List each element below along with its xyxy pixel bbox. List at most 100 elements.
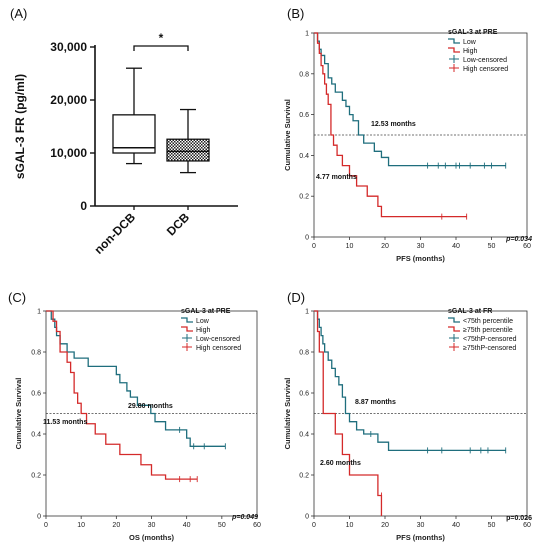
legend-entry: High censored (196, 345, 241, 352)
y-tick-label: 10,000 (50, 146, 87, 160)
legend: sGAL-3 at FR <75th percentile ≥75th percen… (448, 308, 517, 352)
panel-a-box-plot: (A) 0 10,000 20,000 30,000 sGAL-3 FR (pg/ml) n… (10, 6, 238, 257)
y-tick-label: 0.8 (299, 71, 309, 78)
y-tick-label: 0 (305, 514, 309, 521)
legend-entry: Low (196, 318, 210, 325)
median-annotation: 4.77 months (316, 174, 357, 181)
x-tick-label: 50 (488, 522, 496, 529)
legend-swatch-line (448, 47, 460, 53)
significance-star: * (159, 31, 164, 45)
box-dcb (166, 108, 210, 174)
box-iqr (166, 138, 210, 162)
x-tick-label: 50 (488, 243, 496, 250)
x-tick-label: 10 (77, 522, 85, 529)
panel-label-a: (A) (10, 6, 27, 21)
x-tick-label: 40 (452, 522, 460, 529)
panel-label: (C) (8, 290, 26, 305)
x-tick-label: non-DCB (91, 210, 138, 257)
y-tick-label: 0.6 (31, 391, 41, 398)
p-value: p=0.034 (505, 236, 532, 243)
box-iqr (112, 114, 156, 154)
x-tick-label: 20 (381, 522, 389, 529)
median-annotation: 8.87 months (355, 399, 396, 406)
y-tick-label: 0.6 (299, 112, 309, 119)
y-tick-label: 30,000 (50, 40, 87, 54)
x-tick-label: 50 (218, 522, 226, 529)
x-tick-label: 20 (112, 522, 120, 529)
series-low (46, 310, 226, 450)
legend-entry: High censored (463, 66, 508, 73)
legend-entry: Low-censored (463, 57, 507, 64)
legend: sGAL-3 at PRE Low High Low-censored High cen… (448, 29, 508, 73)
x-tick-label: 60 (253, 522, 261, 529)
y-tick-label: 0.6 (299, 391, 309, 398)
y-tick-label: 0 (37, 514, 41, 521)
median-annotation: 12.53 months (371, 121, 416, 128)
y-tick-label: 0.4 (299, 153, 309, 160)
series-low (314, 32, 507, 169)
survival-curve (46, 310, 226, 447)
y-tick-label: 1 (37, 309, 41, 316)
y-tick-label: 1 (305, 31, 309, 38)
x-axis-title: PFS (months) (396, 254, 445, 263)
x-tick-label: 0 (44, 522, 48, 529)
significance-bracket (133, 45, 189, 51)
legend-title: sGAL-3 at PRE (448, 29, 498, 36)
y-tick-label: 0.2 (299, 194, 309, 201)
median-annotation: 11.53 months (43, 419, 87, 426)
panel-b-km-plot: (B) 0 10 20 30 40 50 60 0 0.2 0.4 0.6 0.8 1 PFS (month… (283, 6, 532, 263)
series-low (314, 310, 507, 454)
x-tick-label: DCB (164, 210, 193, 239)
panel-label: (B) (287, 6, 304, 21)
legend-entry: ≥75thP-censored (463, 345, 516, 352)
x-tick-label: 30 (148, 522, 156, 529)
x-tick-label: 0 (312, 243, 316, 250)
legend-entry: ≥75th percentile (463, 327, 513, 334)
legend-title: sGAL-3 at PRE (181, 308, 231, 315)
y-tick-label: 0.2 (31, 473, 41, 480)
panel-d-km-plot: (D) 0 10 20 30 40 50 60 0 0.2 0.4 0.6 0.8 1 PFS (month… (283, 290, 532, 542)
y-tick-label: 20,000 (50, 93, 87, 107)
legend-entry: High (463, 48, 478, 55)
x-axis-title: OS (months) (129, 533, 174, 542)
x-axis-title: PFS (months) (396, 533, 445, 542)
y-tick-label: 0 (80, 199, 87, 213)
legend-swatch-line (448, 326, 460, 332)
median-annotation: 2.60 months (320, 460, 361, 467)
series-high (314, 32, 468, 220)
panel-c-km-plot: (C) 0 10 20 30 40 50 60 0 0.2 0.4 0.6 0.8 1 OS (months… (8, 290, 261, 542)
x-tick-label: 40 (452, 243, 460, 250)
survival-curve (314, 32, 506, 167)
x-tick-label: 30 (417, 243, 425, 250)
legend: sGAL-3 at PRE Low High Low-censored High cen… (181, 308, 241, 352)
x-tick-label: 60 (523, 522, 531, 529)
legend-entry: Low-censored (196, 336, 240, 343)
x-tick-label: 20 (381, 243, 389, 250)
legend-entry: Low (463, 39, 477, 46)
y-tick-label: 0 (305, 235, 309, 242)
x-tick-label: 0 (312, 522, 316, 529)
series-high (46, 310, 198, 483)
legend-swatch-line (181, 326, 193, 332)
y-tick-label: 0.4 (299, 432, 309, 439)
legend-title: sGAL-3 at FR (448, 308, 492, 315)
p-value: p=0.049 (231, 514, 258, 521)
survival-curve (314, 310, 383, 516)
y-axis-title: Cumulative Survival (283, 99, 292, 171)
survival-curve (46, 310, 198, 480)
legend-entry: High (196, 327, 211, 334)
y-axis-title: Cumulative Survival (283, 378, 292, 450)
survival-curve (314, 310, 506, 452)
box-non-dcb (112, 67, 156, 165)
y-tick-label: 1 (305, 309, 309, 316)
legend-swatch-line (448, 38, 460, 44)
series-high (314, 310, 383, 516)
survival-curve (314, 32, 467, 218)
x-tick-label: 40 (183, 522, 191, 529)
legend-swatch-line (181, 317, 193, 323)
x-tick-label: 10 (346, 243, 354, 250)
p-value: p=0.026 (506, 515, 532, 522)
y-axis-title: sGAL-3 FR (pg/ml) (13, 74, 27, 179)
median-annotation: 29.80 months (128, 403, 173, 410)
